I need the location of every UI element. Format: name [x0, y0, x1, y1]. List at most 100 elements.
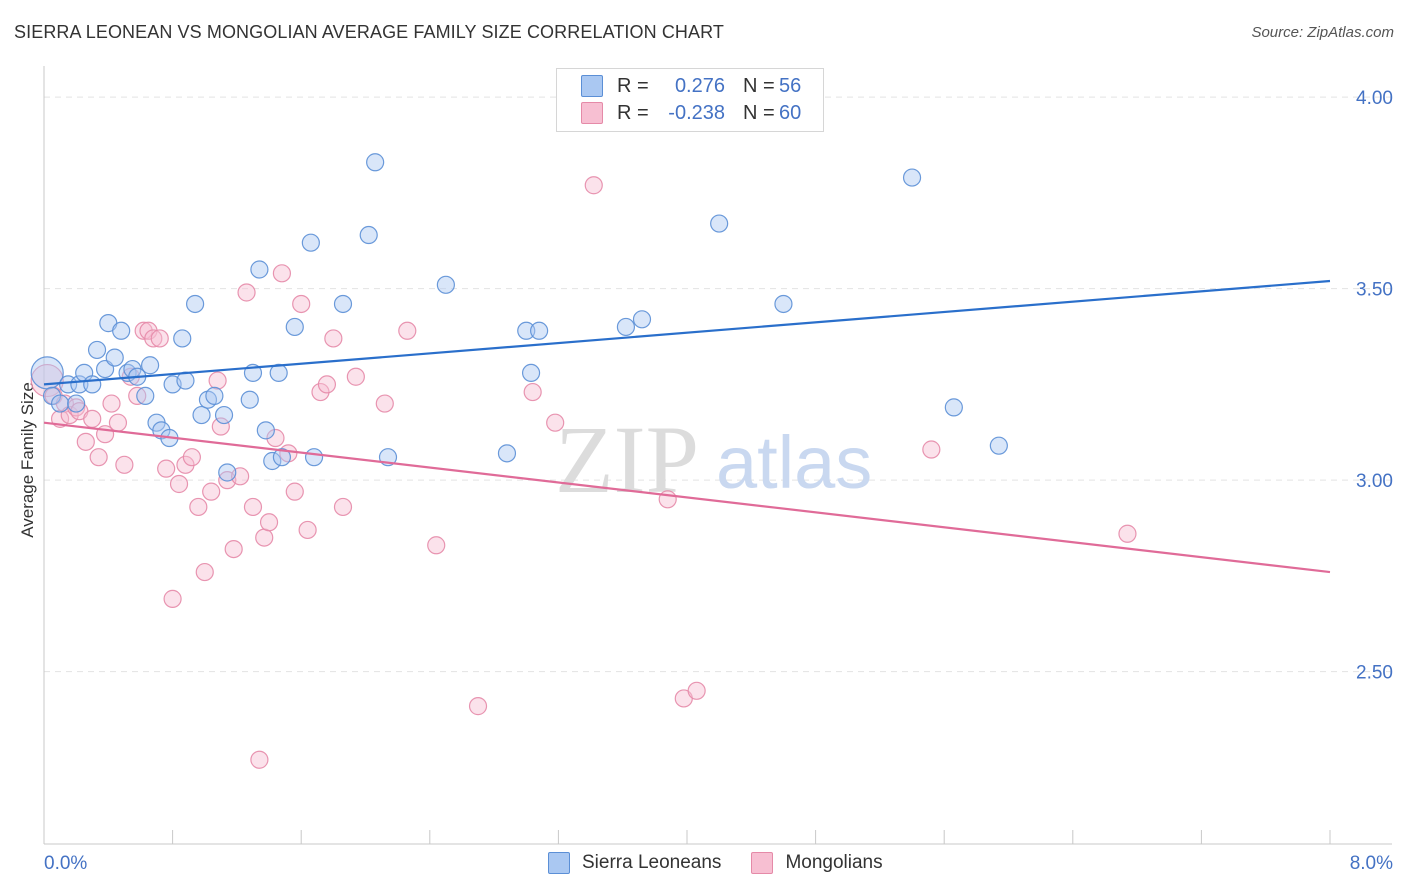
- sierra-leonean-point: [218, 463, 237, 482]
- mongolian-point: [266, 428, 285, 448]
- sierra-leonean-point: [112, 321, 131, 340]
- sierra-leonean-point: [517, 321, 536, 340]
- mongolian-point: [1118, 524, 1137, 543]
- pink-swatch-icon: [751, 852, 774, 874]
- sierra-leonean-point: [272, 448, 292, 467]
- axes: [43, 66, 1392, 845]
- mongolian-point: [182, 448, 201, 467]
- mongolian-point: [346, 367, 365, 386]
- mongolian-point: [317, 375, 337, 394]
- mongolian-point: [202, 482, 221, 501]
- sierra-leonean-point: [530, 321, 549, 340]
- mongolian-point: [208, 371, 227, 390]
- watermark: ZIP atlas: [555, 406, 872, 513]
- watermark-atlas: atlas: [716, 421, 872, 504]
- n-label: N =: [743, 74, 775, 97]
- sierra-leonean-point: [710, 214, 729, 233]
- mongolian-point: [259, 513, 279, 532]
- legend-label: Sierra Leoneans: [582, 852, 722, 873]
- mongolian-point: [324, 329, 343, 348]
- sierra-leonean-point: [301, 233, 320, 252]
- sierra-leonean-point: [176, 371, 195, 390]
- sierra-leonean-point: [214, 405, 234, 425]
- mongolian-point: [189, 497, 208, 517]
- mongolian-point: [375, 394, 394, 413]
- sierra-leonean-point: [436, 275, 455, 294]
- legend-label: Mongolians: [785, 852, 883, 873]
- mongolians-trend-line: [43, 421, 1331, 574]
- n-value: 56: [779, 74, 802, 97]
- mongolian-point: [922, 440, 941, 459]
- sierra-leonean-point: [136, 386, 155, 405]
- sierra-leonean-point: [105, 348, 124, 367]
- mongolian-point: [237, 283, 256, 302]
- mongolian-point: [224, 539, 243, 559]
- mongolian-point: [398, 321, 417, 340]
- legend-row-sierra-leoneans: R = 0.276 N = 56: [581, 73, 801, 99]
- mongolian-point: [163, 589, 182, 608]
- mongolian-point: [115, 455, 134, 474]
- mongolian-point: [292, 294, 311, 314]
- sierra-leonean-point: [240, 390, 259, 409]
- y-tick-label: 4.00: [1356, 88, 1393, 109]
- series-legend: Sierra Leoneans Mongolians: [548, 852, 913, 874]
- pink-swatch-icon: [581, 102, 603, 124]
- sierra-leonean-point: [140, 356, 160, 375]
- sierra-leonean-point: [497, 444, 517, 463]
- mongolian-point: [169, 474, 189, 494]
- mongolian-point: [468, 697, 488, 716]
- mongolian-point: [243, 497, 263, 517]
- sierra-leonean-point: [366, 153, 385, 172]
- sierra-leonean-point: [616, 317, 636, 337]
- r-label: R =: [617, 101, 649, 124]
- sierra-leonean-point: [521, 363, 541, 383]
- legend-item-sierra-leoneans[interactable]: Sierra Leoneans: [548, 852, 721, 874]
- sierra-leonean-point: [632, 310, 652, 329]
- sierra-leonean-point: [304, 448, 324, 467]
- mongolian-point: [584, 176, 603, 195]
- sierra-leonean-point: [989, 436, 1008, 455]
- mongolian-point: [285, 482, 304, 501]
- sierra-leonean-point: [359, 225, 378, 245]
- r-label: R =: [617, 74, 649, 97]
- sierra-leonean-point: [256, 421, 275, 440]
- sierra-leonean-point: [944, 398, 963, 417]
- sierra-leoneans-trend-line: [43, 279, 1331, 386]
- sierra-leonean-point: [83, 375, 102, 394]
- mongolian-point: [108, 413, 128, 432]
- sierra-leonean-point: [902, 168, 922, 187]
- x-tick-label-max: 8.0%: [1350, 853, 1393, 874]
- sierra-leonean-point: [263, 451, 282, 471]
- source-credit: Source: ZipAtlas.com: [1251, 24, 1394, 41]
- sierra-leonean-point: [774, 294, 793, 314]
- mongolian-point: [134, 321, 153, 340]
- y-tick-label: 3.50: [1356, 280, 1393, 301]
- sierra-leonean-point: [250, 260, 269, 279]
- r-value: 0.276: [674, 74, 725, 97]
- sierra-leonean-point: [333, 294, 353, 314]
- mongolians-points: [30, 176, 1137, 769]
- sierra-leonean-point: [192, 405, 211, 425]
- r-value: -0.238: [668, 101, 725, 124]
- chart-title: SIERRA LEONEAN VS MONGOLIAN AVERAGE FAMI…: [14, 22, 725, 42]
- mongolian-point: [298, 520, 317, 540]
- sierra-leonean-point: [186, 294, 205, 314]
- mongolian-point: [211, 417, 230, 436]
- mongolian-point: [157, 459, 176, 478]
- sierra-leonean-point: [205, 386, 224, 405]
- sierra-leonean-point: [50, 394, 70, 413]
- sierra-leonean-point: [285, 317, 304, 337]
- mongolian-point: [523, 382, 542, 402]
- mongolian-point: [427, 536, 446, 555]
- gridlines: [44, 96, 1392, 673]
- sierra-leonean-point: [173, 329, 192, 348]
- mongolian-point: [255, 528, 274, 547]
- blue-swatch-icon: [581, 75, 603, 97]
- stats-legend: R = 0.276 N = 56 R = -0.238 N = 60: [556, 68, 824, 132]
- legend-item-mongolians[interactable]: Mongolians: [751, 852, 883, 874]
- mongolian-point: [272, 264, 292, 283]
- mongolian-point: [687, 681, 706, 700]
- blue-swatch-icon: [548, 852, 570, 874]
- mongolian-point: [333, 497, 353, 517]
